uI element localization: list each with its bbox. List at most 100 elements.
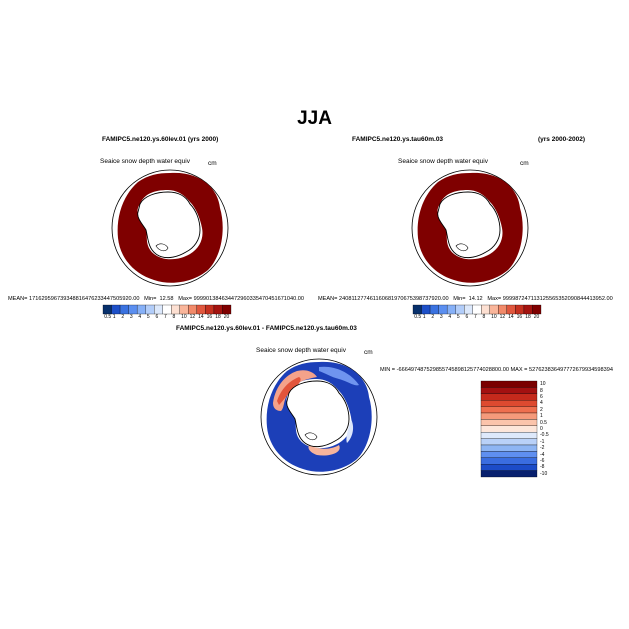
diff-colorbar-label: 4	[540, 400, 543, 407]
colorbar-tick-label: 18	[525, 314, 531, 320]
colorbar-tick-label: 3	[129, 314, 133, 320]
diff-colorbar-label: -0.5	[540, 432, 549, 439]
diff-colorbar-swatch	[480, 464, 538, 471]
panel2-snow-field	[417, 172, 523, 283]
colorbar-tick-label: 2	[431, 314, 435, 320]
colorbar-swatch	[412, 304, 422, 315]
colorbar-tick-label: 7	[474, 314, 477, 320]
panel2-variable-label: Seaice snow depth water equiv	[398, 158, 488, 165]
colorbar-tick-label: 8	[172, 314, 176, 320]
diff-strong-positive-west	[277, 377, 301, 405]
diff-colorbar-swatch	[480, 400, 538, 407]
colorbar-swatch	[532, 304, 542, 315]
colorbar-tick-label: 6	[155, 314, 159, 320]
colorbar-swatch	[179, 304, 189, 315]
diff-negative-field	[266, 361, 372, 472]
diff-positive-region-west	[273, 370, 317, 411]
panel1-mean-value: 171629596739348816476233447505920.00	[29, 296, 140, 302]
panel1-title: FAMIPC5.ne120.ys.60lev.01 (yrs 2000)	[102, 136, 219, 143]
colorbar-swatch	[162, 304, 172, 315]
panel1-colorbar	[102, 304, 232, 315]
diff-units-label: cm	[364, 349, 373, 356]
diff-positive-region-ross	[308, 445, 340, 456]
colorbar-swatch	[489, 304, 499, 315]
diff-colorbar-swatch	[480, 425, 538, 433]
panel2-title: FAMIPC5.ne120.ys.tau60m.03	[352, 136, 444, 143]
colorbar-swatch	[222, 304, 232, 315]
panel2-mean-label: MEAN=	[318, 296, 338, 302]
colorbar-tick-label: 2	[121, 314, 125, 320]
colorbar-tick-label: 10	[491, 314, 497, 320]
diff-ice-shelf	[304, 432, 318, 441]
diff-colorbar-swatch	[480, 387, 538, 394]
panel2-max-value: 999987247113125565352090844413952.00	[502, 296, 613, 302]
figure-title: JJA	[297, 108, 332, 129]
diff-colorbar-swatch	[480, 419, 538, 426]
colorbar-tick-label: 5	[456, 314, 460, 320]
panel2-colorbar-ticks: 0.5 1 2 3 4 5 6 7 8 10 12 14 16 18 20	[413, 314, 541, 321]
diff-colorbar-label: 0.5	[540, 419, 547, 426]
colorbar-swatch	[481, 304, 490, 315]
colorbar-swatch	[119, 304, 129, 315]
panel2-ice-shelf	[455, 243, 469, 252]
colorbar-tick-label: 8	[482, 314, 486, 320]
diff-colorbar-swatch	[480, 470, 538, 478]
colorbar-swatch	[154, 304, 163, 315]
panel2-map	[411, 169, 529, 287]
diff-colorbar-swatch	[480, 412, 538, 420]
panel1-max-value: 999901384634472960335470451671040.00	[193, 296, 305, 302]
diff-colorbar	[480, 380, 538, 478]
colorbar-swatch	[506, 304, 516, 315]
diff-colorbar-swatch	[480, 451, 538, 458]
colorbar-swatch	[421, 304, 431, 315]
panel1-ice-shelf	[155, 243, 169, 252]
diff-colorbar-swatch	[480, 380, 538, 388]
colorbar-tick-label: 12	[189, 314, 196, 320]
diff-colorbar-label: -1	[540, 438, 545, 445]
diff-colorbar-label: -10	[540, 470, 548, 477]
diff-colorbar-label: 8	[540, 387, 543, 394]
colorbar-swatch	[111, 304, 121, 315]
diff-antarctica-outline	[286, 380, 350, 448]
panel1-max-label: Max=	[178, 296, 193, 302]
colorbar-tick-label: 6	[465, 314, 469, 320]
colorbar-swatch	[523, 304, 533, 315]
colorbar-tick-label: 20	[533, 314, 540, 320]
panel1-min-label: Min=	[144, 296, 157, 302]
colorbar-tick-label: 16	[516, 314, 523, 320]
diff-colorbar-label: -4	[540, 451, 545, 458]
panel2-mean-value: 240811277461160681970675398737920.00	[339, 296, 449, 302]
panel1-min-value: 12.58	[159, 296, 174, 302]
diff-colorbar-label: 6	[540, 394, 543, 400]
diff-colorbar-swatch	[480, 457, 538, 465]
panel1-map	[111, 169, 229, 287]
panel2-units-label: cm	[520, 160, 529, 167]
colorbar-swatch	[171, 304, 180, 315]
diff-colorbar-labels: 10 8 6 4 2 1 0.5 0 -0.5 -1 -2 -4 -6 -8 -10	[540, 381, 570, 477]
diff-colorbar-label: 10	[540, 381, 546, 388]
colorbar-swatch	[196, 304, 206, 315]
colorbar-swatch	[515, 304, 525, 315]
panel2-min-label: Min=	[453, 296, 466, 302]
colorbar-tick-label: 1	[112, 314, 116, 320]
colorbar-swatch	[455, 304, 465, 315]
colorbar-swatch	[102, 304, 112, 315]
panel1-antarctica-outline	[137, 191, 201, 259]
colorbar-swatch	[188, 304, 198, 315]
panel1-variable-label: Seaice snow depth water equiv	[100, 158, 190, 165]
diff-variable-label: Seaice snow depth water equiv	[256, 347, 346, 354]
colorbar-swatch	[446, 304, 456, 315]
panel2-max-label: Max=	[487, 296, 502, 302]
colorbar-tick-label: 0.5	[414, 314, 422, 320]
colorbar-tick-label: 20	[223, 314, 230, 320]
colorbar-tick-label: 16	[206, 314, 213, 320]
panel1-snow-field	[117, 172, 223, 283]
diff-colorbar-swatch	[480, 393, 538, 401]
colorbar-tick-label: 3	[439, 314, 443, 320]
diff-colorbar-swatch	[480, 406, 538, 414]
colorbar-tick-label: 4	[138, 314, 142, 320]
panel1-mean-label: MEAN=	[8, 296, 28, 302]
diff-colorbar-label: 1	[540, 413, 543, 420]
colorbar-swatch	[213, 304, 223, 315]
colorbar-swatch	[438, 304, 448, 315]
